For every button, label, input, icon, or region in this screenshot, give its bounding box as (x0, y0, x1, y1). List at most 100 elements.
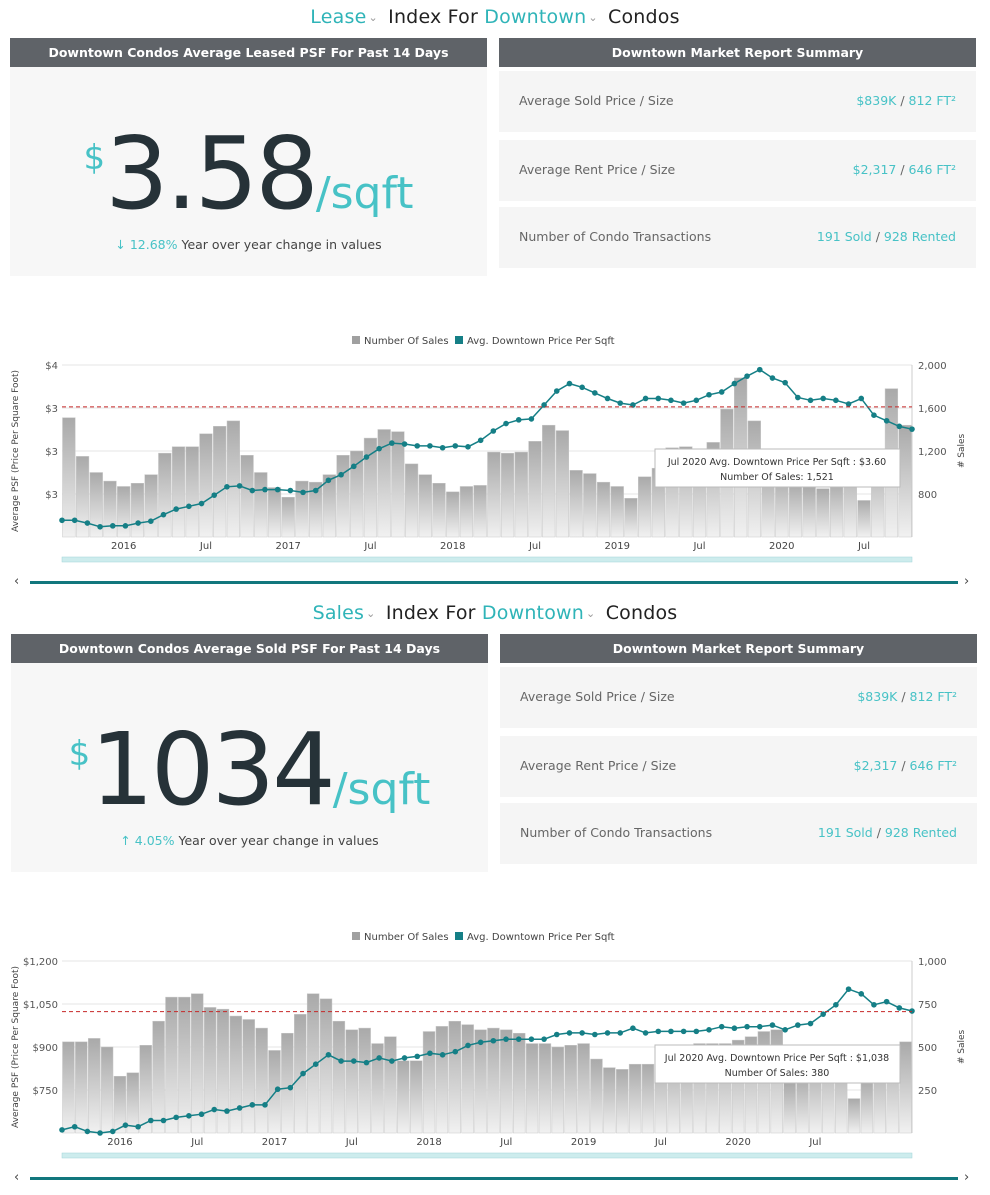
lease-summary-card: Downtown Market Report Summary Average S… (499, 38, 976, 276)
title-index-for: Index For (388, 6, 478, 28)
area-dropdown[interactable]: Downtown ⌄ (484, 6, 598, 28)
price-point (148, 1117, 154, 1124)
y-tick-label: $4 (45, 361, 58, 372)
summary-row: Average Sold Price / Size $839K / 812 FT… (500, 667, 977, 728)
y2-tick-label: 800 (918, 490, 937, 501)
tooltip-line1: Jul 2020 Avg. Downtown Price Per Sqft : … (664, 1053, 889, 1064)
sales-bar (178, 996, 191, 1134)
price-point (249, 487, 256, 494)
price-point (769, 1022, 776, 1028)
price-point (845, 986, 852, 992)
scroll-left-icon[interactable]: ‹ (14, 1170, 20, 1185)
scroll-left-icon[interactable]: ‹ (14, 574, 20, 589)
currency-symbol: $ (83, 138, 106, 178)
legend-swatch-sales (352, 336, 360, 344)
sales-bar (117, 486, 131, 538)
price-point (325, 1052, 332, 1058)
price-point (325, 477, 332, 484)
price-point (427, 1050, 433, 1057)
summary-row: Average Sold Price / Size $839K / 812 FT… (499, 71, 976, 132)
x-tick-label: Jul (345, 1137, 358, 1148)
sales-bar (384, 1036, 397, 1134)
sales-bar (165, 996, 178, 1134)
area-dropdown[interactable]: Downtown ⌄ (481, 602, 596, 624)
price-point (452, 443, 459, 449)
sales-bar (542, 424, 556, 538)
scroll-right-icon[interactable]: › (964, 1170, 970, 1185)
price-point (439, 1052, 446, 1058)
price-point (604, 1030, 611, 1036)
sales-bar (641, 1063, 655, 1134)
sales-index-chart[interactable]: Number Of Sales Avg. Downtown Price Per S… (0, 921, 990, 1191)
price-point (795, 1022, 801, 1028)
y2-tick-label: 2,000 (918, 361, 947, 372)
lease-index-chart[interactable]: Number Of Sales Avg. Downtown Price Per S… (0, 325, 990, 595)
y2-tick-label: 1,000 (918, 957, 947, 968)
sales-bar (610, 486, 624, 538)
price-point (211, 492, 218, 498)
sales-bar (100, 1046, 114, 1134)
index-type-dropdown[interactable]: Lease ⌄ (310, 6, 378, 28)
price-point (553, 1031, 560, 1038)
price-point (389, 1058, 395, 1064)
sales-bar (309, 481, 323, 538)
price-point (680, 1028, 687, 1035)
sales-bar (783, 1082, 796, 1134)
price-point (706, 1027, 712, 1033)
price-point (287, 1084, 294, 1091)
chevron-down-icon: ⌄ (366, 607, 376, 620)
sales-bar (144, 474, 158, 538)
price-point (617, 1030, 624, 1036)
chart-scrollbar[interactable] (30, 1177, 958, 1180)
x-tick-label: 2020 (769, 541, 794, 552)
sales-bar (267, 487, 282, 538)
sales-bar (350, 450, 364, 538)
tooltip-box (654, 1044, 901, 1084)
sales-bar (525, 1043, 539, 1134)
price-point (579, 384, 585, 391)
price-point (186, 503, 192, 510)
price-point (465, 444, 471, 450)
psf-card-heading: Downtown Condos Average Leased PSF For P… (10, 38, 487, 67)
chevron-down-icon: ⌄ (588, 11, 598, 24)
scroll-right-icon[interactable]: › (964, 574, 970, 589)
sales-bar (281, 496, 295, 538)
chart-scrollbar[interactable] (30, 581, 958, 584)
price-point (122, 523, 129, 529)
x-tick-label: Jul (808, 1137, 821, 1148)
yoy-percent: 12.68% (129, 237, 178, 252)
yoy-change: ↓ 12.68% Year over year change in values (10, 237, 487, 252)
sales-bar (446, 491, 460, 538)
y2-tick-label: 1,600 (918, 404, 947, 415)
sales-bar (418, 474, 432, 538)
y-tick-label: $3 (45, 490, 58, 501)
price-point (541, 1036, 547, 1042)
sales-bar (75, 456, 90, 538)
y2-axis-title: # Sales (957, 1030, 967, 1065)
price-point (883, 417, 890, 424)
price-point (896, 423, 903, 430)
x-tick-label: Jul (499, 1137, 512, 1148)
price-point (71, 1123, 78, 1130)
price-point (401, 441, 408, 447)
x-tick-label: Jul (528, 541, 541, 552)
price-point (820, 395, 826, 402)
price-point (744, 1023, 750, 1030)
summary-label: Average Sold Price / Size (519, 93, 674, 108)
sales-bar (404, 463, 419, 538)
sales-bar (577, 1043, 590, 1134)
price-point (236, 1105, 243, 1111)
index-type-dropdown[interactable]: Sales ⌄ (312, 602, 376, 624)
price-point (300, 489, 306, 496)
price-point (173, 1114, 179, 1121)
price-point (198, 1111, 205, 1118)
sales-bar (255, 1027, 268, 1134)
price-point (350, 1058, 357, 1064)
sales-bar (432, 483, 446, 538)
y2-tick-label: 250 (918, 1086, 937, 1097)
sales-bar (616, 1069, 629, 1134)
yoy-text: Year over year change in values (178, 833, 379, 848)
price-point (71, 517, 78, 524)
price-point (528, 416, 535, 422)
sales-bar (899, 1041, 912, 1134)
